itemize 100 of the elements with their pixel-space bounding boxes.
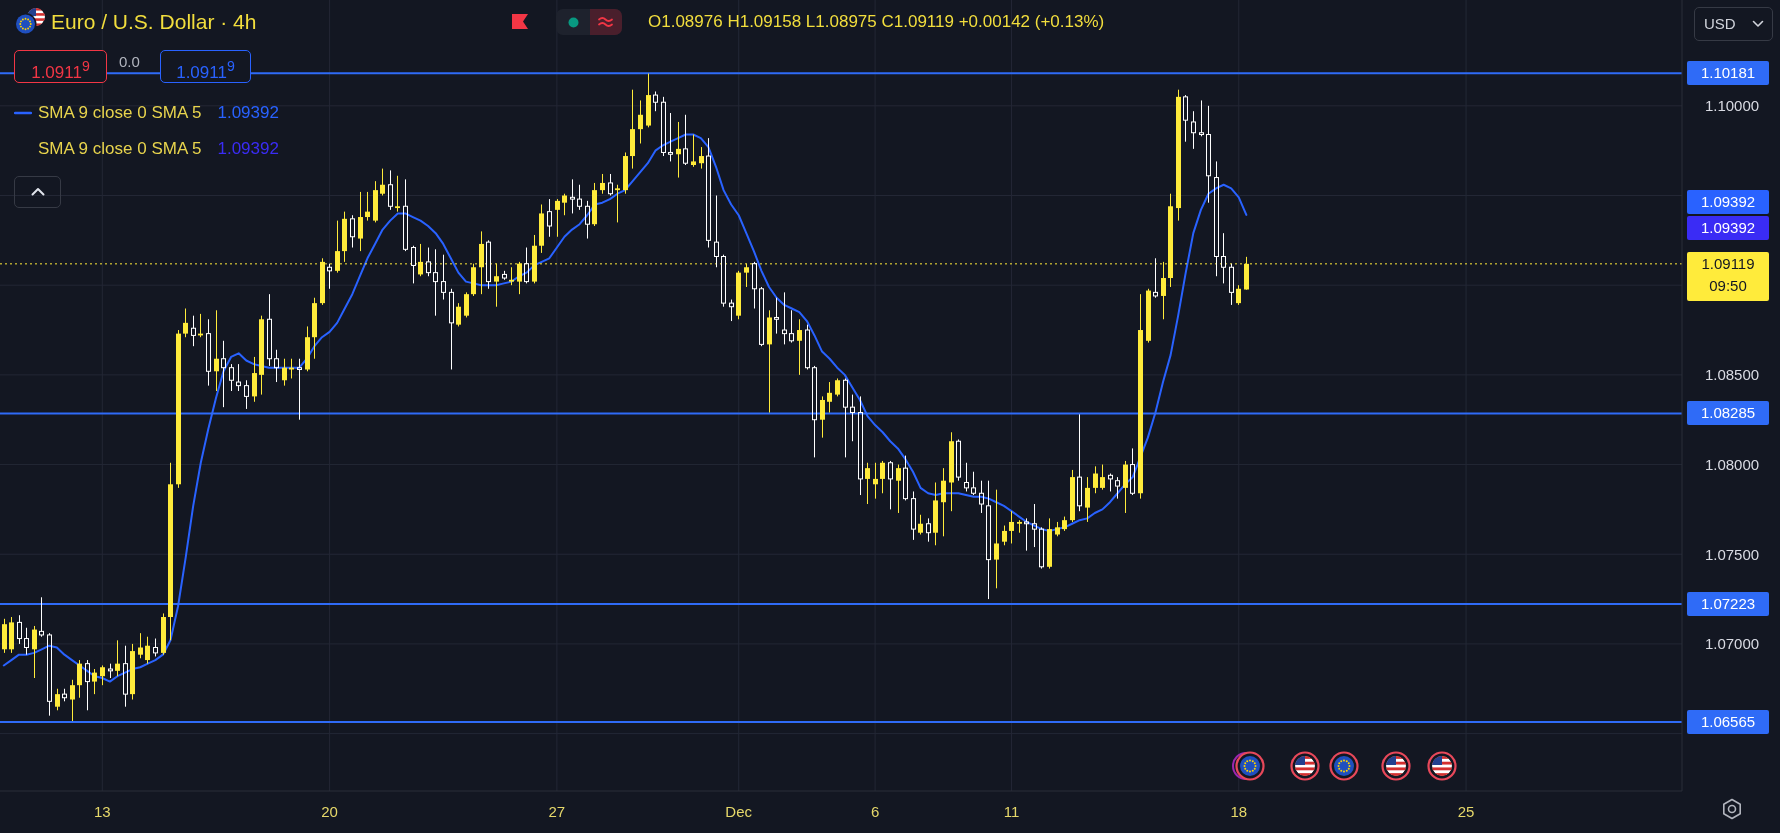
annotation: 1.09392: [217, 139, 279, 158]
candlestick: [994, 489, 999, 589]
candlestick: [585, 200, 590, 240]
candlestick: [214, 309, 219, 392]
buy-button: 1.0911$^{9}$: [160, 50, 251, 83]
candlestick: [843, 377, 848, 458]
ref-line-label: 1.09119: [1700, 253, 1756, 274]
candlestick: [880, 460, 885, 494]
sell-button: 1.0911$^{9}$: [14, 50, 107, 83]
ref-line-label: 1.07223: [1687, 592, 1769, 615]
candlestick: [1191, 110, 1196, 150]
candlestick: [100, 664, 105, 686]
candlestick: [676, 121, 681, 179]
candlestick: [782, 291, 787, 345]
candlestick: [706, 137, 711, 249]
candlestick: [896, 464, 901, 514]
candlestick: [92, 668, 97, 695]
candlestick: [691, 134, 696, 168]
candlestick: [926, 517, 931, 543]
text: 1.09392: [1687, 189, 1769, 214]
y-tick-label: 1.10000: [1704, 97, 1760, 115]
candlestick: [77, 659, 82, 699]
candlestick: [282, 358, 287, 387]
x-tick-label: 27: [548, 802, 566, 820]
x-tick-label: 18: [1230, 802, 1248, 820]
candlestick: [441, 254, 446, 301]
x-tick-label: 25: [1457, 802, 1475, 820]
candlestick: [986, 480, 991, 600]
candlestick: [1206, 105, 1211, 204]
annotation: 1.0911$^{9}$: [31, 58, 90, 82]
legend-label: SMA 9 close 0 SMA 5: [38, 102, 202, 124]
candlestick: [456, 302, 461, 327]
candlestick: [570, 178, 575, 214]
candlestick: [1077, 413, 1082, 512]
candlestick: [267, 293, 272, 367]
candlestick: [547, 198, 552, 238]
candlestick: [918, 514, 923, 536]
candlestick: [55, 688, 60, 711]
candlestick: [1123, 460, 1128, 514]
text: 09:50: [1708, 275, 1748, 296]
candlestick: [562, 193, 567, 216]
candlestick: [1214, 160, 1219, 277]
candlestick: [365, 191, 370, 222]
annotation: SMA 9 close 0 SMA 5: [38, 139, 202, 158]
candlestick: [1009, 510, 1014, 544]
candlestick: [827, 381, 832, 414]
candlestick: [789, 309, 794, 344]
text: Euro / U.S. Dollar · 4h: [51, 10, 257, 33]
candlestick: [433, 248, 438, 317]
candlestick: [191, 315, 196, 347]
candlestick: [358, 191, 363, 252]
candlestick: [1093, 465, 1098, 494]
candlestick: [638, 99, 643, 144]
ref-line-label: 1.10181: [1687, 62, 1769, 85]
candlestick: [850, 394, 855, 442]
candlestick: [699, 146, 704, 170]
candlestick: [123, 645, 128, 708]
currency-dropdown: USD: [1694, 7, 1773, 41]
candlestick: [858, 395, 863, 496]
candlestick: [1221, 232, 1226, 284]
candlestick: [1002, 525, 1007, 546]
x-tick-label: 20: [321, 802, 338, 820]
candlestick: [24, 627, 29, 656]
candlestick: [115, 639, 120, 677]
x-tick-label: 6: [870, 802, 880, 820]
candlestick: [252, 356, 257, 403]
candlestick: [138, 632, 143, 659]
candlestick: [380, 168, 385, 197]
candlestick: [70, 679, 75, 722]
candlestick: [911, 490, 916, 541]
candlestick: [236, 363, 241, 392]
candlestick: [1032, 503, 1037, 548]
annotation: 1.09392: [217, 102, 279, 124]
candlestick: [1236, 284, 1241, 306]
text: 1.09392: [1700, 218, 1756, 236]
candlestick: [395, 175, 400, 213]
candlestick: [464, 291, 469, 318]
candlestick: [873, 462, 878, 500]
ref-line-label: 1.06565: [1687, 710, 1769, 733]
candlestick: [797, 318, 802, 376]
x-tick-label: 13: [93, 802, 111, 820]
candlestick: [865, 462, 870, 505]
y-tick-label: 1.07500: [1704, 545, 1760, 563]
candlestick: [221, 340, 226, 408]
ref-line-label: 1.08285: [1687, 402, 1769, 425]
x-tick-label: 11: [1003, 802, 1020, 820]
candlestick: [615, 184, 620, 223]
candlestick: [820, 395, 825, 439]
candlestick: [714, 195, 719, 268]
candlestick: [774, 297, 779, 335]
candlestick: [17, 614, 22, 645]
annotation: 0.0: [117, 52, 142, 72]
candlestick: [145, 636, 150, 665]
candlestick: [1085, 476, 1090, 523]
candlestick: [1100, 464, 1105, 491]
candlestick: [244, 379, 249, 410]
annotation: 1.0911$^{9}$: [176, 58, 235, 82]
candlestick: [941, 467, 946, 537]
x-tick-label: Dec: [725, 802, 753, 820]
candlestick: [206, 318, 211, 387]
